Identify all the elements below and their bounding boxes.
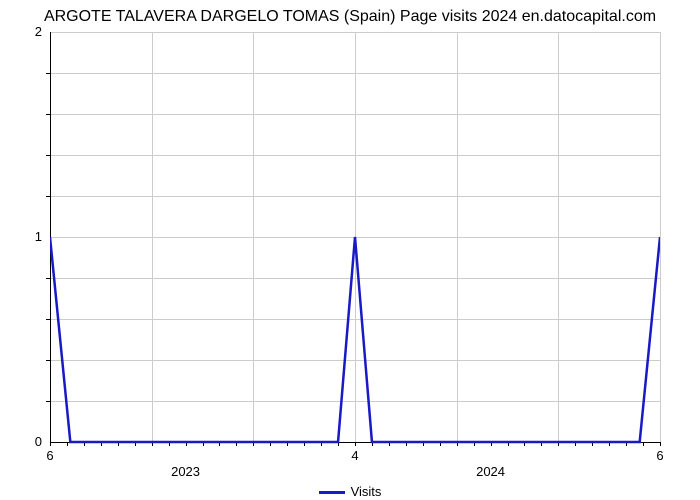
x-tick-label: 6 <box>46 448 53 463</box>
x-tick-label: 4 <box>351 448 358 463</box>
legend-label: Visits <box>351 484 382 499</box>
x-tick-label: 6 <box>656 448 663 463</box>
series-line <box>50 32 660 444</box>
grid-line-vertical <box>660 32 661 442</box>
y-tick-label: 2 <box>22 24 42 39</box>
plot-area <box>50 32 660 442</box>
legend-swatch <box>319 491 345 494</box>
x-year-label: 2024 <box>476 464 505 479</box>
x-year-label: 2023 <box>171 464 200 479</box>
chart-title: ARGOTE TALAVERA DARGELO TOMAS (Spain) Pa… <box>0 8 700 26</box>
y-tick-label: 0 <box>22 434 42 449</box>
legend: Visits <box>0 484 700 499</box>
x-minor-tick <box>660 442 661 446</box>
y-tick-label: 1 <box>22 229 42 244</box>
